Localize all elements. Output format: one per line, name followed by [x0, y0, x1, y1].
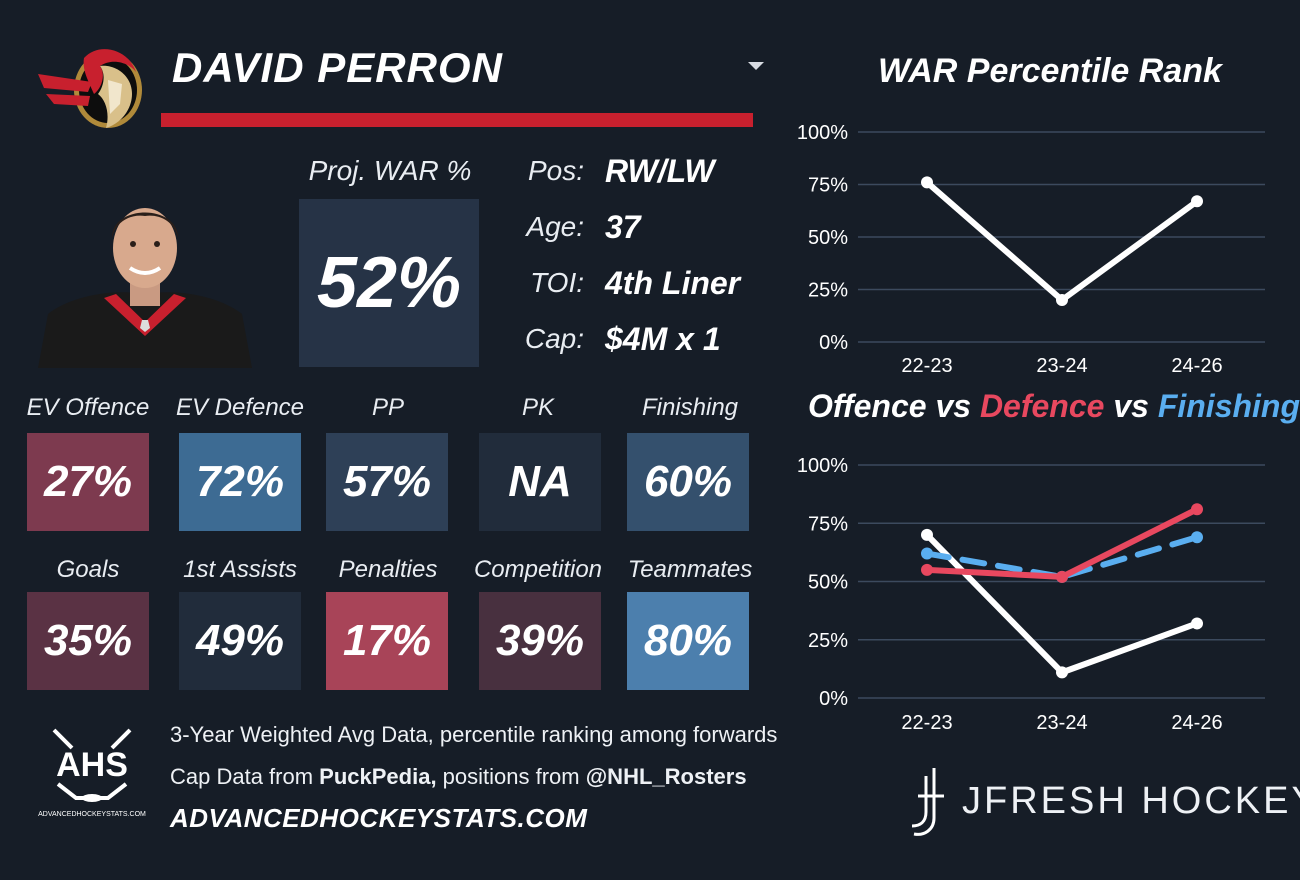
war-rank-ytick-label: 75% — [808, 175, 848, 197]
puckpedia-link[interactable]: PuckPedia, — [319, 764, 437, 789]
accent-bar — [161, 113, 753, 127]
war-rank-war-point — [1191, 195, 1203, 208]
ovd-title-finishing: Finishing — [1157, 388, 1300, 424]
ev-offence-tile: 27% — [27, 433, 149, 531]
age-value: 37 — [605, 209, 641, 245]
pk-label: PK — [521, 394, 554, 421]
footer-sources-prefix: Cap Data from — [170, 764, 320, 789]
ovd-finishing-point — [1191, 531, 1203, 544]
ovd-xtick-label: 23-24 — [1036, 712, 1087, 734]
war-rank-war-point — [1056, 294, 1068, 306]
footer-methodology: 3-Year Weighted Avg Data, percentile ran… — [170, 722, 778, 747]
pp-label: PP — [371, 394, 404, 421]
teammates-label: Teammates — [627, 556, 753, 583]
ovd-chart: 0% 25% 50% 75% 100% 22-23 23-24 24-26 — [797, 455, 1265, 734]
first-assists-tile: 49% — [179, 592, 301, 690]
goals-label: Goals — [56, 556, 120, 583]
projected-war-label: Proj. WAR % — [308, 155, 472, 186]
ovd-title-offence: Offence — [808, 388, 927, 424]
ovd-ytick-label: 100% — [797, 455, 848, 477]
ev-defence-tile: 72% — [179, 433, 301, 531]
ovd-title-vs-2: vs — [1104, 388, 1158, 424]
ovd-offence-point — [921, 528, 933, 541]
war-rank-war-line — [924, 179, 1200, 303]
position-label: Pos: — [527, 155, 584, 186]
player-headshot — [38, 186, 252, 368]
toi-value: 4th Liner — [605, 265, 741, 301]
ev-defence-label: EV Defence — [175, 394, 305, 421]
cap-label: Cap: — [524, 323, 584, 354]
war-rank-ytick-label: 0% — [819, 332, 848, 354]
war-rank-ytick-label: 50% — [808, 227, 848, 249]
ahs-logo-subtext: ADVANCEDHOCKEYSTATS.COM — [38, 811, 146, 818]
competition-tile: 39% — [479, 592, 601, 690]
ahs-logo-text: AHS — [56, 746, 128, 784]
toi-label: TOI: — [530, 267, 584, 298]
finishing-label: Finishing — [641, 394, 739, 421]
ovd-xtick-label: 24-26 — [1171, 712, 1222, 734]
teammates-tile: 80% — [627, 592, 749, 690]
ovd-ytick-label: 25% — [808, 630, 848, 652]
ahs-logo: AHS ADVANCEDHOCKEYSTATS.COM — [36, 726, 148, 822]
ovd-ytick-label: 75% — [808, 513, 848, 535]
ovd-chart-title: Offence vs Defence vs Finishing — [808, 388, 1300, 425]
war-rank-ytick-label: 100% — [797, 122, 848, 144]
position-value: RW/LW — [605, 153, 715, 189]
cap-value: $4M x 1 — [605, 321, 721, 357]
pp-tile: 57% — [326, 433, 448, 531]
ovd-defence-point — [921, 563, 933, 576]
ovd-defence-point — [1056, 570, 1068, 583]
ovd-defence-point — [1191, 503, 1203, 516]
penalties-tile: 17% — [326, 592, 448, 690]
ovd-finishing-point — [921, 547, 933, 560]
ovd-xtick-label: 22-23 — [901, 712, 952, 734]
ovd-offence-line — [924, 531, 1200, 676]
ovd-defence-line — [924, 506, 1200, 580]
war-rank-xtick-label: 22-23 — [901, 355, 952, 377]
war-rank-chart-title: WAR Percentile Rank — [878, 52, 1222, 90]
player-dropdown-chevron-down-icon[interactable] — [748, 62, 764, 70]
goals-tile: 35% — [27, 592, 149, 690]
footer-sources-mid: positions from — [436, 764, 586, 789]
footer-sources: Cap Data from PuckPedia, positions from … — [170, 764, 747, 790]
war-rank-ytick-label: 25% — [808, 280, 848, 302]
site-url-link[interactable]: ADVANCEDHOCKEYSTATS.COM — [170, 803, 588, 833]
ovd-offence-point — [1191, 617, 1203, 630]
projected-war-value: 52% — [299, 199, 479, 367]
finishing-tile: 60% — [627, 433, 749, 531]
war-rank-xtick-label: 23-24 — [1036, 355, 1087, 377]
competition-label: Competition — [473, 556, 603, 583]
jfresh-brand: JFRESH HOCKEY — [962, 780, 1300, 822]
ovd-offence-point — [1056, 666, 1068, 679]
war-rank-xtick-label: 24-26 — [1171, 355, 1222, 377]
team-logo — [36, 44, 148, 132]
war-rank-chart: 0% 25% 50% 75% 100% 22-23 23-24 24-26 — [797, 122, 1265, 377]
ovd-finishing-line — [924, 534, 1200, 580]
penalties-label: Penalties — [338, 556, 438, 583]
ovd-ytick-label: 0% — [819, 688, 848, 710]
player-name: DAVID PERRON — [172, 44, 503, 91]
ovd-title-vs-1: vs — [926, 388, 980, 424]
ovd-ytick-label: 50% — [808, 572, 848, 594]
ev-offence-label: EV Offence — [26, 394, 150, 421]
ovd-title-defence: Defence — [979, 388, 1105, 424]
age-label: Age: — [526, 211, 584, 242]
war-rank-war-point — [921, 176, 933, 189]
pk-tile: NA — [479, 433, 601, 531]
jfresh-logo-icon — [906, 766, 952, 838]
first-assists-label: 1st Assists — [183, 556, 297, 583]
nhl-rosters-link[interactable]: @NHL_Rosters — [585, 764, 747, 789]
